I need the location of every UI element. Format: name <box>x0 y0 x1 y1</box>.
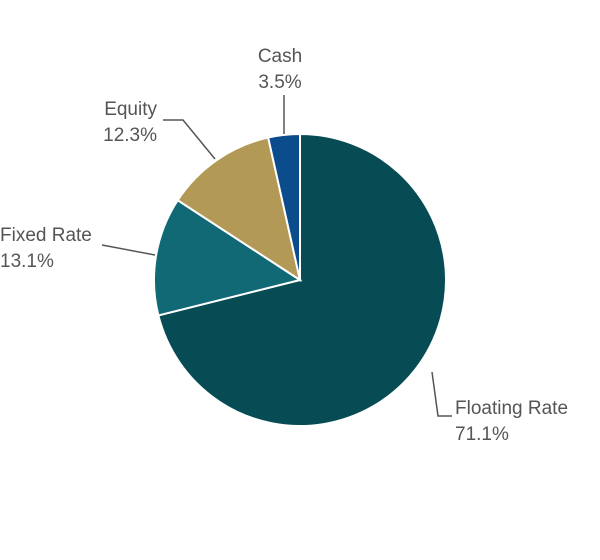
slice-floating-rate <box>157 132 447 427</box>
label-equity-value: 12.3% <box>103 125 157 146</box>
label-cash-value: 3.5% <box>258 72 301 93</box>
leader-floating-rate <box>431 371 452 417</box>
slice-equity <box>176 136 302 283</box>
slice-fixed-rate <box>153 198 303 317</box>
leader-equity <box>163 119 216 160</box>
label-floating-rate-value: 71.1% <box>455 424 509 445</box>
label-fixed-rate-value: 13.1% <box>0 251 54 272</box>
pie-slices <box>153 132 447 427</box>
label-fixed-rate-name: Fixed Rate <box>0 225 92 246</box>
label-cash-name: Cash <box>258 46 302 67</box>
slice-cash <box>266 132 301 281</box>
slice-labels: Floating Rate 71.1% Fixed Rate 13.1% Equ… <box>0 46 568 445</box>
leader-fixed-rate <box>101 244 156 256</box>
leader-lines <box>101 95 452 417</box>
label-equity-name: Equity <box>104 99 157 120</box>
label-floating-rate-name: Floating Rate <box>455 398 568 419</box>
